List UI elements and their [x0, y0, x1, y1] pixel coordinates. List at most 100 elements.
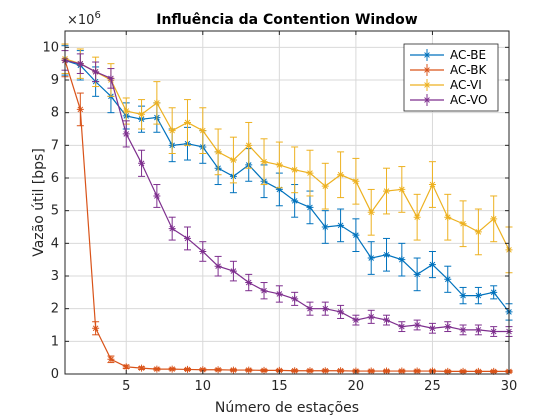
y-multiplier-base: ×10 — [67, 13, 94, 28]
data-point — [275, 161, 283, 169]
data-point — [168, 365, 176, 373]
data-point — [474, 326, 482, 334]
data-point — [398, 256, 406, 264]
data-point — [459, 292, 467, 300]
data-point — [229, 156, 237, 164]
data-point — [337, 367, 345, 375]
data-point — [92, 68, 100, 76]
legend-label: AC-VI — [450, 78, 482, 92]
x-tick-label: 30 — [501, 379, 518, 394]
legend-marker — [423, 81, 431, 89]
series-line-ac-be — [64, 59, 510, 313]
data-point — [383, 316, 391, 324]
data-point — [367, 208, 375, 216]
data-point — [352, 316, 360, 324]
legend-label: AC-VO — [450, 93, 487, 107]
data-point — [291, 197, 299, 205]
legend-item-ac-vi: AC-VI — [410, 78, 482, 92]
y-tick-label: 5 — [51, 204, 59, 219]
data-point — [76, 60, 84, 68]
y-tick-label: 4 — [51, 236, 59, 251]
data-point — [306, 203, 314, 211]
series-layer — [61, 43, 513, 375]
data-point — [474, 367, 482, 375]
chart-title: Influência da Contention Window — [156, 12, 418, 28]
data-point — [444, 367, 452, 375]
x-tick-label: 5 — [122, 379, 130, 394]
data-point — [490, 288, 498, 296]
data-point — [275, 185, 283, 193]
data-point — [428, 324, 436, 332]
data-point — [444, 213, 452, 221]
data-point — [245, 141, 253, 149]
data-point — [168, 225, 176, 233]
data-point — [138, 364, 146, 372]
data-point — [260, 366, 268, 374]
data-point — [428, 261, 436, 269]
legend-label: AC-BK — [450, 63, 488, 77]
data-point — [490, 328, 498, 336]
y-tick-label: 6 — [51, 171, 59, 186]
legend-marker — [423, 51, 431, 59]
data-point — [321, 182, 329, 190]
series-line-ac-vi — [64, 58, 510, 251]
data-point — [383, 367, 391, 375]
y-multiplier-exponent: 6 — [94, 10, 100, 21]
data-point — [183, 365, 191, 373]
data-point — [367, 254, 375, 262]
data-point — [275, 290, 283, 298]
data-point — [490, 367, 498, 375]
data-point — [321, 367, 329, 375]
data-point — [199, 366, 207, 374]
y-tick-label: 7 — [51, 138, 59, 153]
data-point — [153, 192, 161, 200]
data-point — [138, 110, 146, 118]
y-tick-label: 9 — [51, 73, 59, 88]
series-ac-bk — [61, 43, 513, 375]
y-tick-label: 10 — [42, 40, 59, 55]
data-point — [291, 295, 299, 303]
data-point — [474, 292, 482, 300]
data-point — [459, 326, 467, 334]
data-point — [398, 323, 406, 331]
data-point — [306, 367, 314, 375]
data-point — [107, 355, 115, 363]
data-point — [367, 367, 375, 375]
data-point — [444, 275, 452, 283]
data-point — [260, 158, 268, 166]
data-point — [107, 74, 115, 82]
data-point — [229, 267, 237, 275]
data-point — [352, 231, 360, 239]
data-point — [321, 223, 329, 231]
data-point — [291, 367, 299, 375]
data-point — [490, 215, 498, 223]
data-point — [428, 181, 436, 189]
data-point — [352, 177, 360, 185]
y-tick-label: 1 — [51, 334, 59, 349]
data-point — [413, 270, 421, 278]
legend-item-ac-vo: AC-VO — [410, 93, 487, 107]
legend-label: AC-BE — [450, 48, 486, 62]
x-axis-title: Número de estações — [215, 400, 359, 416]
data-point — [444, 323, 452, 331]
data-point — [474, 228, 482, 236]
data-point — [183, 234, 191, 242]
data-point — [413, 213, 421, 221]
x-tick-label: 15 — [271, 379, 288, 394]
data-point — [122, 107, 130, 115]
plot-frame — [64, 30, 510, 375]
y-tick-label: 0 — [51, 367, 59, 382]
data-point — [398, 367, 406, 375]
data-point — [122, 363, 130, 371]
data-point — [321, 305, 329, 313]
data-point — [92, 324, 100, 332]
data-point — [138, 159, 146, 167]
data-point — [367, 313, 375, 321]
y-axis-title: Vazão útil [bps] — [31, 148, 47, 257]
data-point — [122, 130, 130, 138]
data-point — [413, 321, 421, 329]
y-multiplier: ×106 — [67, 10, 101, 28]
series-ac-vi — [61, 43, 513, 274]
x-tick-label: 25 — [424, 379, 441, 394]
